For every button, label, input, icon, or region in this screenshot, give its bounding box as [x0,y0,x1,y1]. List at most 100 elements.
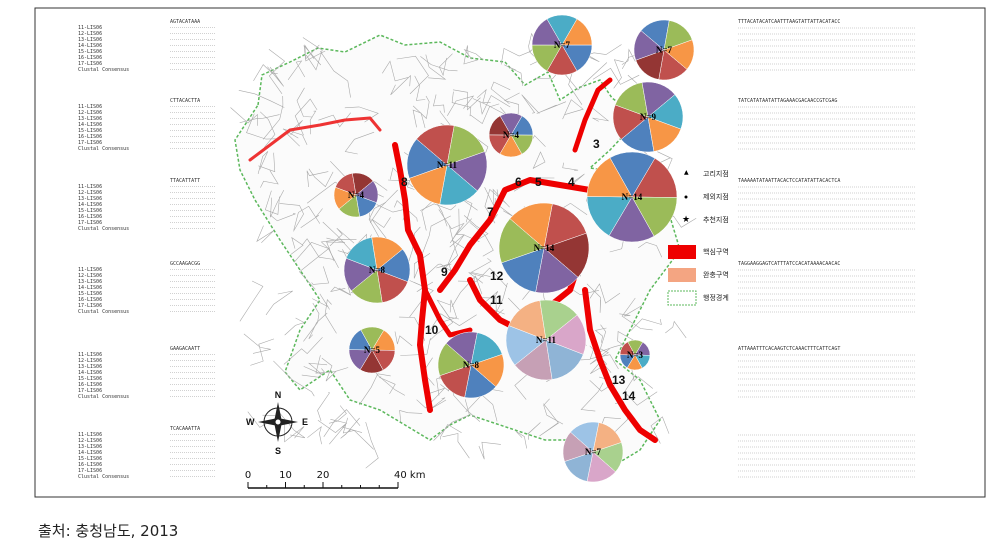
pie-label: N=4 [348,190,365,200]
road [521,94,540,114]
road [303,44,322,66]
alignment-row-label: 15-LIS06 [78,456,102,462]
alignments: AGTACATAAA11-LIS0612-LIS0613-LIS0614-LIS… [78,19,915,480]
alignment-row-label: Clustal Consensus [78,67,129,73]
road [319,51,351,98]
alignment-sequence: TAGGAAGGAGTCATTTATCCACATAAAACAACAC [738,261,840,267]
road [442,433,470,459]
road [311,266,330,285]
core-zone [437,177,593,293]
road [258,152,276,173]
compass-label: N [275,390,282,400]
road [433,399,470,441]
road [436,299,459,320]
core-zone [248,116,382,162]
road [543,398,564,425]
road [665,320,687,339]
alignment-row-label: 16-LIS06 [78,55,102,61]
alignment-row-label: 11-LIS06 [78,25,102,31]
site-number: 10 [425,323,439,337]
road [479,95,511,115]
pie-slice [545,339,584,380]
road [301,368,325,378]
road [270,189,285,218]
road [239,114,280,123]
alignment-sequence: TTACATTATT [170,178,200,184]
road [293,242,339,269]
legend-symbol: ▲ [684,169,689,176]
core-zone [422,287,473,338]
alignment-row-label: 12-LIS06 [78,190,102,196]
site-number: 13 [612,373,626,387]
road [451,208,465,249]
road [412,109,426,128]
road [421,263,457,280]
road [302,37,323,71]
pie-slice [561,18,593,46]
road [420,203,457,211]
alignment-row-label: 11-LIS06 [78,104,102,110]
road [429,397,447,410]
site-number: 11 [490,293,503,307]
road [390,74,411,96]
road [451,275,483,307]
compass-center [274,418,282,426]
road [340,417,360,439]
road [283,337,323,365]
site-number: 7 [487,205,494,219]
pie-slice [609,151,656,198]
road [592,67,640,85]
alignment-row-label: 13-LIS06 [78,37,102,43]
pie-slice [408,164,448,205]
road [527,422,541,440]
road [304,44,326,62]
alignment-row-label: 12-LIS06 [78,438,102,444]
scale-label: 40 km [394,470,425,481]
alignment-sequence: CTTACACTTA [170,98,200,104]
pie-label: N=11 [536,335,557,345]
road [265,290,293,316]
road [308,168,334,188]
pie-label: N=7 [656,45,673,55]
road [630,363,653,389]
road [613,59,624,89]
core-zone [392,142,433,413]
pie-label: N=5 [364,345,381,355]
road [320,239,357,250]
alignment-row-label: 13-LIS06 [78,116,102,122]
compass-label: W [246,417,255,427]
road [414,75,426,101]
road [273,360,315,397]
road [321,357,337,382]
road [324,299,337,334]
road [438,53,453,77]
pie-label: N=4 [503,130,520,140]
road [230,107,258,126]
road [621,48,636,65]
road [365,422,379,469]
pie-slice [631,157,678,198]
road [382,60,409,82]
pie-slice [663,39,695,70]
road [264,190,280,215]
pie-label: N=8 [463,360,480,370]
road [589,283,621,304]
road [306,170,329,188]
pie-slice [509,202,553,249]
legend-label: 추천지점 [703,215,729,224]
road [315,355,349,374]
scale-label: 20 [317,470,330,481]
site-number: 9 [441,265,448,279]
road [536,101,567,114]
alignment-row-label: Clustal Consensus [78,309,129,315]
pie-slice [501,247,545,293]
road [290,236,304,255]
road [394,331,413,347]
road [323,409,361,437]
road [284,423,305,443]
road [330,286,351,296]
pie-slice [499,134,523,158]
pie-slice [586,157,633,198]
alignment-row-label: Clustal Consensus [78,474,129,480]
